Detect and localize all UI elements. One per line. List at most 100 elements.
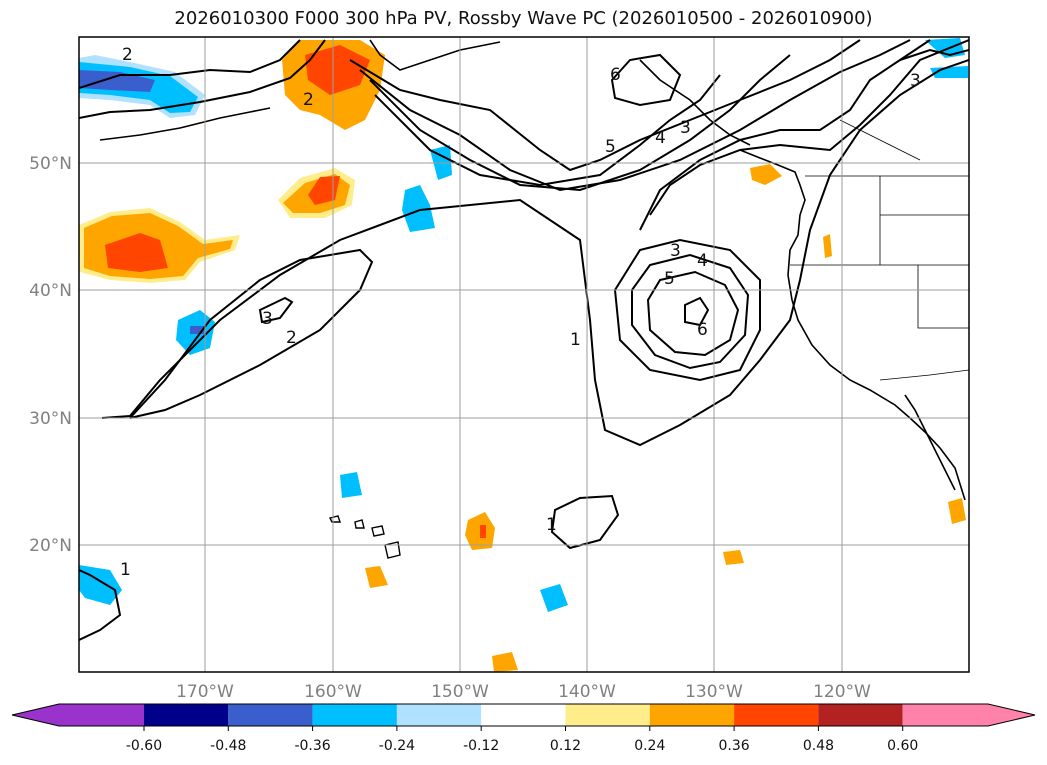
colorbar: -0.60 -0.48 -0.36 -0.24 -0.12 0.12 0.24 … [11,703,1036,754]
contour-label: 3 [680,118,691,138]
pv-contour-5 [374,74,721,187]
positive-anomaly-area [723,550,744,565]
pv-contour-3 [79,39,301,89]
contour-label: 3 [670,241,681,261]
pv-contour-4 [631,253,750,370]
colorbar-bin [396,704,482,726]
latitude-label: 30°N [29,409,72,429]
pv-contour-3 [359,39,911,192]
pv-contour-3 [258,296,294,324]
pv-contour-1 [101,59,969,447]
us-mexico-border [879,369,969,381]
longitude-label: 150°W [431,682,489,702]
island [328,515,341,523]
colorbar-bin [818,704,903,726]
pv-contour-4 [369,54,791,192]
colorbar-tick-label: -0.24 [379,738,415,754]
contour-label: 4 [655,128,666,148]
contour-label: 5 [605,137,616,157]
longitude-labels: 170°W 160°W 150°W 140°W 130°W 120°W [176,682,871,702]
british-columbia-coastline [639,59,751,146]
colorbar-tick-label: -0.36 [294,738,330,754]
contour-label: 3 [262,309,273,329]
longitude-label: 170°W [176,682,234,702]
colorbar-tick-label: 0.60 [887,738,918,754]
longitude-label: 140°W [558,682,616,702]
contour-label: 6 [697,320,708,340]
positive-anomaly-area [750,164,782,185]
hawaiian-islands [328,515,401,559]
pv-contour-4 [639,39,931,231]
positive-anomaly-area [365,566,388,588]
contour-labels: 2 6 5 4 3 3 2 3 4 5 6 1 1 1 2 3 [120,45,921,580]
colorbar-tick-label: 0.48 [803,738,834,754]
colorbar-outline [11,703,1036,727]
colorbar-bin [649,704,735,726]
strong-positive-anomaly-core [305,45,370,95]
colorbar-bin [565,704,650,726]
pv-contour-6 [684,296,710,327]
strong-positive-anomaly-core [308,176,340,205]
alaska-coastline [369,39,501,71]
contour-label: 4 [697,251,708,271]
north-america-coastline [739,149,966,501]
plot-title: 2026010300 F000 300 hPa PV, Rossby Wave … [174,8,873,29]
colorbar-bin [902,704,988,726]
colorbar-over-arrow [988,704,1035,726]
contour-label: 1 [120,560,131,580]
state-border [917,265,969,329]
colorbar-bin [734,704,819,726]
pv-contour-1 [550,494,620,550]
contour-label: 6 [610,65,621,85]
contour-label: 2 [122,45,133,65]
colorbar-bin [481,704,566,726]
map-panel [79,37,969,672]
longitude-label: 130°W [685,682,743,702]
map-frame [78,36,970,673]
pv-contour-2 [79,39,326,119]
contour-label: 2 [286,328,297,348]
colorbar-bin [59,704,144,726]
pv-contour-5 [646,270,740,357]
latitude-label: 40°N [29,281,72,301]
colorbar-tick-label: 0.24 [634,738,665,754]
negative-anomaly-area [930,66,968,78]
latitude-label: 20°N [29,536,72,556]
pv-contour-2 [129,248,374,419]
longitude-label: 160°W [304,682,362,702]
pv-contour-3 [613,238,761,382]
contour-label: 1 [570,330,581,350]
state-border [839,119,921,161]
colorbar-bin [144,704,229,726]
colorbar-tick-label: 0.36 [719,738,750,754]
colorbar-bin [312,704,397,726]
pv-contour-6 [610,53,682,107]
positive-anomaly-area [823,234,832,258]
aleutian-islands [99,107,271,141]
baja-california-coastline [904,394,956,491]
contour-label: 5 [664,269,675,289]
pv-anomaly-shading [79,38,968,672]
colorbar-ticks [143,726,904,731]
island [371,525,385,537]
contour-label: 2 [303,90,314,110]
pv-contour-1 [79,569,122,641]
longitude-label: 120°W [813,682,871,702]
island [384,541,401,559]
gridlines [79,37,969,672]
political-borders [790,119,969,381]
map-content: 2 6 5 4 3 3 2 3 4 5 6 1 1 1 2 3 [79,37,969,672]
latitude-labels: 50°N 40°N 30°N 20°N [29,154,72,556]
colorbar-under-arrow [12,704,59,726]
latitude-label: 50°N [29,154,72,174]
positive-anomaly-area [492,652,518,672]
contour-label: 1 [546,515,557,535]
positive-anomaly-area [948,498,966,524]
pv-contour-3 [899,48,969,61]
contour-label: 3 [910,71,921,91]
negative-anomaly-area [402,185,435,232]
negative-anomaly-area [540,584,568,612]
pv-contour-5 [649,39,969,216]
negative-anomaly-area [340,472,362,498]
